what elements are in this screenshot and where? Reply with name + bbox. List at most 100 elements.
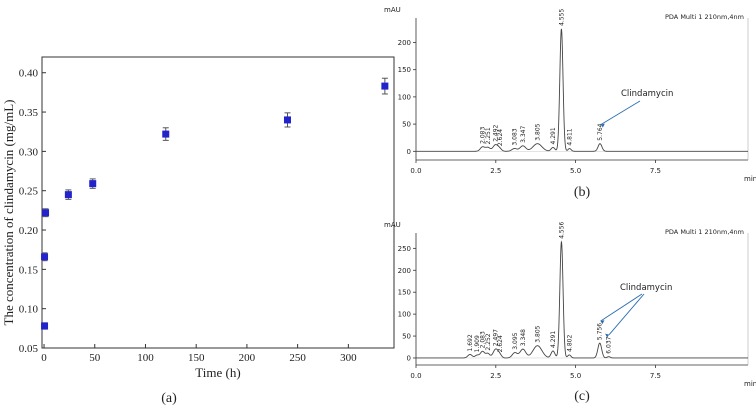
data-point (64, 191, 72, 199)
x-tick-label: 2.5 (490, 167, 501, 175)
data-point (41, 253, 49, 261)
y-tick-label: 250 (398, 245, 411, 253)
x-tick-label: 50 (89, 352, 101, 364)
peak-label: 4.556 (558, 221, 565, 238)
peak-label: 2.251 (485, 127, 492, 144)
x-tick-label: 0.0 (410, 372, 421, 380)
x-tick-label: 200 (239, 352, 256, 364)
peak-label: 2.252 (485, 333, 492, 350)
x-tick-label: 5.0 (570, 167, 581, 175)
peak-label: 4.555 (558, 9, 565, 26)
y-tick-label: 0.35 (19, 107, 39, 119)
peak-label: 2.083 (480, 127, 487, 144)
panel-b-legend: PDA Multi 1 210nm,4nm (665, 13, 744, 21)
panel-b-annotation: Clindamycin (621, 89, 673, 99)
y-tick-label: 200 (398, 267, 411, 275)
panel-b-label: (b) (574, 185, 591, 200)
peak-label: 3.347 (520, 126, 527, 143)
peak-label: 4.811 (567, 128, 574, 145)
panel-a-chart: 0 50 100 150 200 250 300 0.05 0.10 0.15 0.20 0.25 0.… (1, 56, 395, 406)
peak-label: 3.805 (535, 325, 542, 342)
x-tick-label: 250 (289, 352, 306, 364)
panel-a-axes: 0 50 100 150 200 250 300 0.05 0.10 0.15 0.20 0.25 0.… (19, 68, 357, 364)
panel-c-x-unit: min (744, 380, 756, 388)
panel-a-y-axis-label: The concentration of clindamycin (mg/mL) (1, 100, 16, 326)
x-tick-label: 5.0 (570, 372, 581, 380)
arrow-shaft (608, 293, 645, 335)
y-tick-label: 0.10 (19, 304, 39, 316)
y-tick-label: 200 (398, 39, 411, 47)
panel-b-arrow (600, 100, 641, 128)
panel-c-y-unit: mAU (384, 221, 401, 229)
peak-label: 2.083 (480, 331, 487, 348)
y-tick-label: 100 (398, 311, 411, 319)
peak-label: 4.291 (550, 331, 557, 348)
data-point (41, 322, 49, 330)
panel-c-trace (416, 240, 748, 359)
x-tick-label: 0 (41, 352, 47, 364)
arrow-shaft (600, 293, 643, 322)
panel-c-legend: PDA Multi 1 210nm,4nm (665, 228, 744, 236)
peak-label: 6.037 (606, 336, 613, 353)
y-tick-label: 150 (398, 289, 411, 297)
peak-label: 2.624 (497, 335, 504, 352)
y-tick-label: 150 (398, 66, 411, 74)
y-tick-label: 0.20 (19, 225, 39, 237)
peak-label: 1.692 (467, 334, 474, 351)
peak-label: 5.756 (597, 323, 604, 340)
x-tick-label: 100 (137, 352, 154, 364)
y-tick-label: 0.05 (19, 343, 39, 355)
arrow-shaft (600, 100, 641, 125)
x-tick-label: 7.5 (650, 372, 661, 380)
x-tick-label: 2.5 (490, 372, 501, 380)
peak-label: 4.802 (566, 335, 573, 352)
y-tick-label: 50 (402, 121, 411, 129)
peak-label: 2.497 (493, 329, 500, 346)
peak-label: 1.909 (474, 335, 481, 352)
peak-label: 5.764 (597, 123, 604, 140)
panel-c-arrows (600, 293, 645, 338)
data-point (162, 130, 170, 138)
data-point (381, 82, 389, 90)
arrow-head (600, 320, 605, 325)
x-tick-label: 0.0 (410, 167, 421, 175)
y-tick-label: 0.30 (19, 146, 39, 158)
peak-label: 2.624 (497, 129, 504, 146)
x-tick-label: 300 (340, 352, 357, 364)
peak-label: 3.805 (535, 123, 542, 140)
y-tick-label: 0 (407, 148, 411, 156)
panel-b-x-unit: min (744, 175, 756, 183)
panel-a-plot-frame (41, 56, 395, 349)
panel-b-axes: 0 50 100 150 200 0.0 2.5 5.0 7.5 (398, 18, 749, 175)
y-tick-label: 0.25 (19, 186, 39, 198)
panel-b-trace (416, 28, 748, 152)
x-tick-label: 150 (188, 352, 205, 364)
arrow-head (605, 333, 610, 338)
data-point (42, 209, 50, 217)
panel-b-y-unit: mAU (384, 6, 401, 14)
peak-label: 3.348 (520, 329, 527, 346)
y-tick-label: 50 (402, 333, 411, 341)
y-tick-label: 0.40 (19, 68, 39, 80)
x-tick-label: 7.5 (650, 167, 661, 175)
peak-label: 3.095 (512, 332, 519, 349)
panel-c-axes: 0 50 100 150 200 250 0.0 2.5 5.0 7.5 (398, 233, 749, 380)
y-tick-label: 0 (407, 354, 411, 362)
panel-a-label: (a) (161, 391, 177, 406)
panel-a-data-points (41, 77, 389, 330)
arrow-head (600, 123, 605, 128)
peak-label: 4.291 (550, 127, 557, 144)
y-tick-label: 0.15 (19, 264, 39, 276)
panel-c-label: (c) (574, 389, 590, 404)
peak-label: 3.083 (511, 128, 518, 145)
y-tick-label: 100 (398, 93, 411, 101)
panel-c-annotation: Clindamycin (620, 283, 672, 293)
data-point (89, 180, 97, 188)
peak-label: 2.492 (493, 124, 500, 141)
panel-a-x-axis-label: Time (h) (195, 365, 240, 380)
